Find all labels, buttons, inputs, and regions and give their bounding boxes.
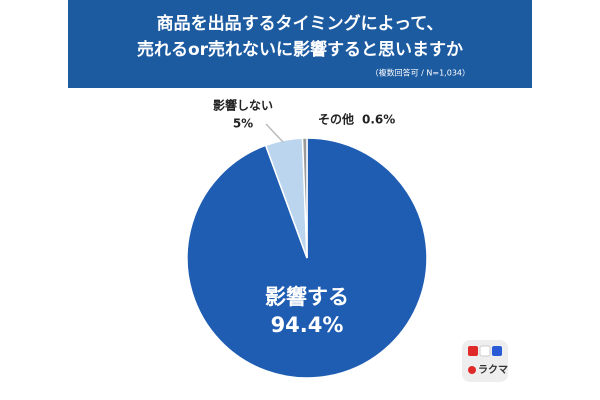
value-label: 5% (233, 117, 253, 131)
slice-label: 影響しない (213, 98, 273, 113)
slice-label: その他 (318, 112, 354, 127)
chart-subtitle: （複数回答可 / N=1,034） (371, 68, 470, 78)
logo-text: ラクマ (478, 364, 508, 376)
pie-slice (301, 137, 308, 259)
header-band (68, 0, 532, 88)
logo: ラクマ (462, 340, 508, 382)
value-label: 94.4% (271, 313, 344, 337)
leader-line (265, 123, 284, 143)
slice-label: 影響する (265, 285, 349, 309)
chart-title: 商品を出品するタイミングによって、 (157, 13, 444, 34)
value-label: 0.6% (362, 113, 395, 127)
chart-title: 売れるor売れないに影響すると思いますか (137, 39, 463, 60)
